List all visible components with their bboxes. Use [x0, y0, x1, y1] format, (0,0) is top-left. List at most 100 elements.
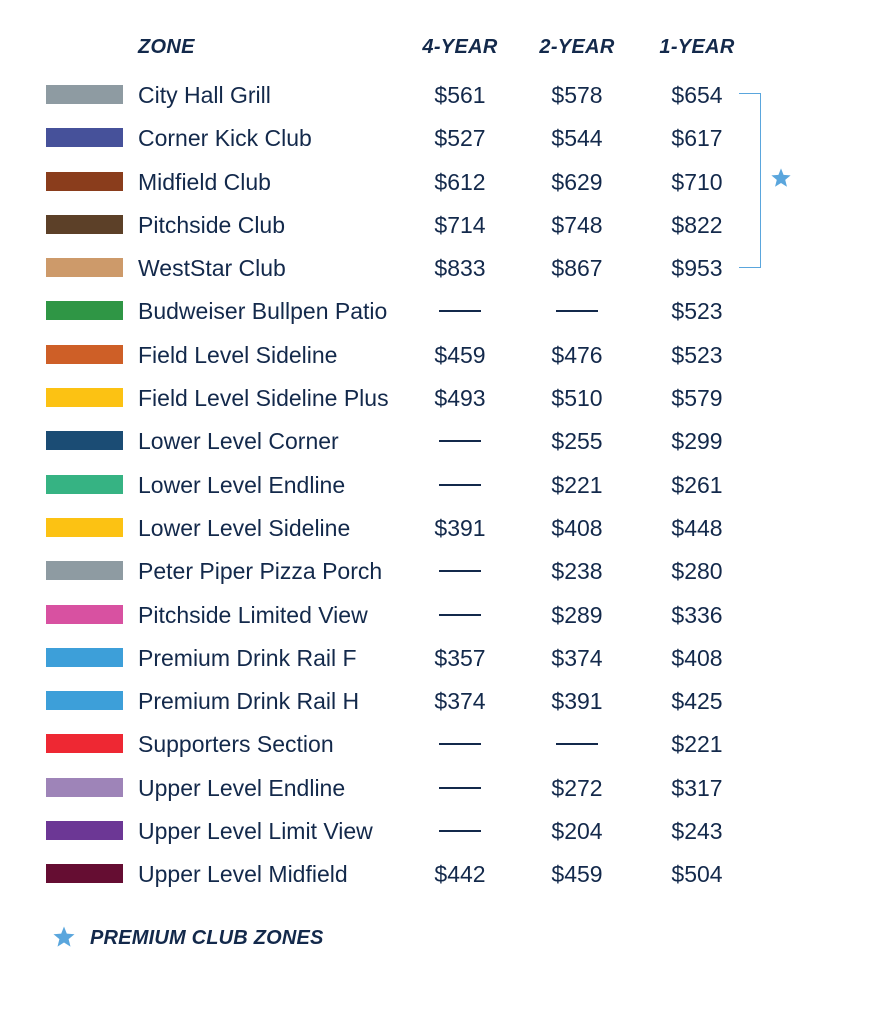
zone-name: Supporters Section	[138, 731, 334, 758]
zone-color-swatch	[46, 561, 123, 581]
four-year-price: $493	[434, 385, 486, 412]
two-year-column-header: 2-YEAR	[539, 36, 615, 58]
two-year-price: $748	[551, 211, 603, 238]
zone-name: Corner Kick Club	[138, 125, 312, 152]
one-year-price: $221	[671, 731, 723, 758]
not-available-dash	[439, 440, 481, 443]
not-available-dash	[556, 743, 598, 746]
two-year-price: $476	[551, 341, 603, 368]
four-year-price: $714	[434, 211, 486, 238]
zone-color-swatch	[46, 301, 123, 321]
table-row: Premium Drink Rail F $357 $374 $408	[0, 636, 892, 679]
one-year-price: $617	[671, 125, 723, 152]
zone-color-swatch	[46, 777, 123, 797]
zone-color-swatch	[46, 474, 123, 494]
two-year-price: $544	[551, 125, 603, 152]
two-year-price: $289	[551, 601, 603, 628]
star-icon	[53, 926, 75, 947]
four-year-price: $357	[434, 644, 486, 671]
one-year-price: $523	[671, 341, 723, 368]
zone-name: City Hall Grill	[138, 82, 271, 108]
zone-color-swatch	[46, 85, 123, 104]
table-header: ZONE 4-YEAR 2-YEAR 1-YEAR	[0, 36, 892, 62]
one-year-price: $523	[671, 298, 723, 325]
zone-name: Upper Level Midfield	[138, 861, 348, 888]
two-year-price: $238	[551, 558, 603, 585]
two-year-price: $221	[551, 471, 603, 498]
not-available-dash	[439, 786, 481, 789]
zone-color-swatch	[46, 691, 123, 711]
four-year-price: $833	[434, 255, 486, 282]
table-row: Budweiser Bullpen Patio $523	[0, 289, 892, 332]
table-row: City Hall Grill $561 $578 $654	[0, 73, 892, 116]
four-year-price: $612	[434, 168, 486, 195]
zone-color-swatch	[46, 821, 123, 841]
two-year-price: $510	[551, 385, 603, 412]
zone-color-swatch	[46, 864, 123, 884]
four-year-price: $374	[434, 688, 486, 715]
not-available-dash	[439, 310, 481, 313]
table-row: Supporters Section $221	[0, 722, 892, 765]
zone-column-header: ZONE	[138, 36, 195, 58]
one-year-price: $299	[671, 428, 723, 455]
zone-color-swatch	[46, 604, 123, 624]
one-year-price: $448	[671, 514, 723, 541]
premium-legend-label: PREMIUM CLUB ZONES	[90, 927, 324, 949]
zone-color-swatch	[46, 734, 123, 754]
four-year-price: $561	[434, 82, 486, 108]
zone-name: Peter Piper Pizza Porch	[138, 558, 383, 585]
one-year-price: $504	[671, 861, 723, 888]
two-year-price: $459	[551, 861, 603, 888]
zone-color-swatch	[46, 517, 123, 537]
one-year-price: $243	[671, 818, 723, 845]
one-year-column-header: 1-YEAR	[659, 36, 735, 58]
not-available-dash	[556, 310, 598, 313]
four-year-price: $459	[434, 341, 486, 368]
table-row: WestStar Club $833 $867 $953	[0, 246, 892, 289]
table-row: Corner Kick Club $527 $544 $617	[0, 116, 892, 159]
two-year-price: $867	[551, 255, 603, 282]
one-year-price: $579	[671, 385, 723, 412]
table-row: Field Level Sideline Plus $493 $510 $579	[0, 376, 892, 419]
table-row: Pitchside Club $714 $748 $822	[0, 203, 892, 246]
star-icon	[771, 168, 791, 187]
table-row: Lower Level Corner $255 $299	[0, 419, 892, 462]
four-year-price: $442	[434, 861, 486, 888]
two-year-price: $272	[551, 774, 603, 801]
zone-color-swatch	[46, 431, 123, 451]
zone-color-swatch	[46, 128, 123, 148]
pricing-table: City Hall Grill $561 $578 $654 Corner Kick C…	[0, 73, 892, 896]
zone-name: Midfield Club	[138, 168, 271, 195]
zone-name: Upper Level Endline	[138, 774, 346, 801]
one-year-price: $953	[671, 255, 723, 282]
zone-color-swatch	[46, 214, 123, 234]
one-year-price: $408	[671, 644, 723, 671]
zone-name: Pitchside Limited View	[138, 601, 368, 628]
table-row: Lower Level Endline $221 $261	[0, 463, 892, 506]
zone-name: Budweiser Bullpen Patio	[138, 298, 388, 325]
zone-name: Field Level Sideline	[138, 341, 338, 368]
two-year-price: $204	[551, 818, 603, 845]
two-year-price: $255	[551, 428, 603, 455]
not-available-dash	[439, 613, 481, 616]
two-year-price: $374	[551, 644, 603, 671]
table-row: Peter Piper Pizza Porch $238 $280	[0, 549, 892, 592]
two-year-price: $391	[551, 688, 603, 715]
not-available-dash	[439, 483, 481, 486]
zone-color-swatch	[46, 647, 123, 667]
zone-name: Pitchside Club	[138, 211, 286, 238]
table-row: Lower Level Sideline $391 $408 $448	[0, 506, 892, 549]
not-available-dash	[439, 830, 481, 833]
premium-bracket	[739, 93, 761, 268]
zone-color-swatch	[46, 258, 123, 278]
table-row: Upper Level Midfield $442 $459 $504	[0, 852, 892, 895]
table-row: Pitchside Limited View $289 $336	[0, 593, 892, 636]
zone-name: Premium Drink Rail H	[138, 688, 360, 715]
two-year-price: $408	[551, 514, 603, 541]
two-year-price: $629	[551, 168, 603, 195]
zone-name: Lower Level Endline	[138, 471, 346, 498]
table-row: Field Level Sideline $459 $476 $523	[0, 333, 892, 376]
zone-name: Lower Level Corner	[138, 428, 339, 455]
zone-name: Upper Level Limit View	[138, 818, 373, 845]
one-year-price: $317	[671, 774, 723, 801]
